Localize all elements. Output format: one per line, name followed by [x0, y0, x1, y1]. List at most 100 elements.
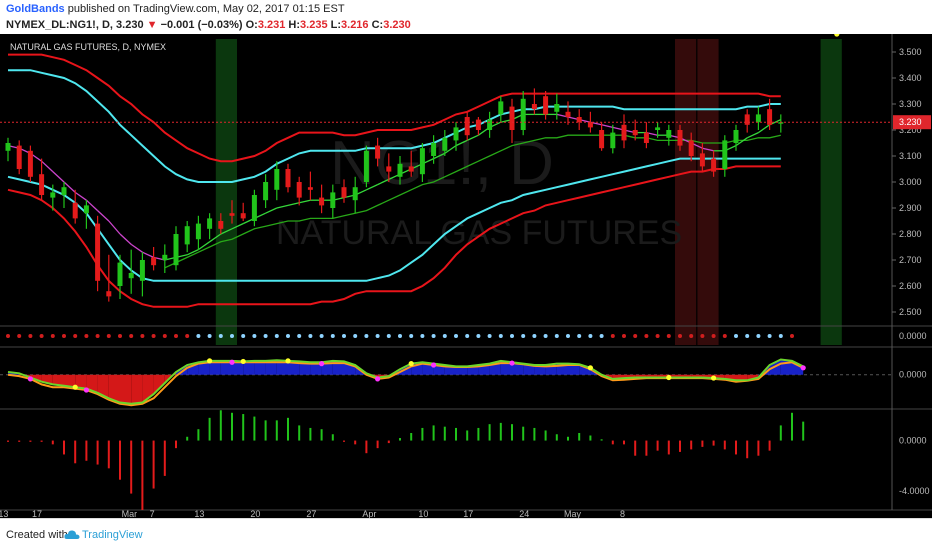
- candle-body: [375, 145, 381, 159]
- close-value: 3.230: [383, 19, 411, 31]
- oscillator-fill: [332, 360, 344, 375]
- header: GoldBands published on TradingView.com, …: [0, 0, 932, 34]
- candle-body: [352, 187, 358, 201]
- candle-body: [699, 153, 705, 167]
- x-tick-label: 17: [463, 509, 473, 518]
- oscillator-yellow-dot: [587, 365, 594, 371]
- candle-body: [509, 106, 515, 130]
- signal-dot: [622, 334, 626, 338]
- signal-dot: [588, 334, 593, 338]
- signal-dot: [185, 334, 190, 338]
- candle-body: [643, 132, 649, 143]
- candle-body: [655, 127, 661, 130]
- oscillator-fill: [310, 362, 322, 375]
- oscillator-fill: [198, 360, 210, 375]
- price-tick-label: 2.500: [899, 307, 922, 317]
- outer-upper-band: [8, 53, 781, 163]
- fast-ma-segment: [186, 249, 199, 256]
- oscillator-magenta-dot: [27, 376, 33, 382]
- candle-body: [240, 213, 246, 219]
- oscillator-fill: [456, 366, 468, 375]
- oscillator-yellow-dot: [240, 358, 246, 365]
- signal-dot: [610, 334, 615, 338]
- signal-dot: [386, 334, 391, 338]
- candle-body: [453, 127, 459, 141]
- chart-title: NATURAL GAS FUTURES, D, NYMEX: [10, 42, 166, 52]
- signal-dot: [644, 334, 649, 338]
- fast-ma-segment: [366, 184, 378, 191]
- fast-ma-segment: [265, 207, 278, 214]
- fast-ma-segment: [702, 147, 714, 152]
- fast-ma-segment: [74, 191, 87, 201]
- published-text: published on TradingView.com, May 02, 20…: [67, 3, 345, 15]
- oscillator-fill: [220, 360, 232, 375]
- fast-ma-segment: [130, 243, 143, 253]
- candle-body: [285, 169, 291, 188]
- candle-body: [207, 218, 213, 229]
- plot-area[interactable]: NG1!, D NATURAL GAS FUTURES 3.500 3.400 3.30…: [0, 34, 932, 518]
- price-tick-label: 2.600: [899, 281, 922, 291]
- signal-dot: [263, 334, 268, 338]
- signal-dot: [554, 334, 559, 338]
- candle-body: [72, 202, 78, 219]
- price-tick-label: 3.300: [899, 99, 922, 109]
- candle-body: [50, 192, 56, 198]
- signal-dot: [700, 334, 705, 338]
- candle-body: [274, 169, 280, 190]
- signal-dot: [39, 334, 44, 338]
- signal-dot: [633, 334, 638, 338]
- signal-dot: [666, 334, 671, 338]
- author-link[interactable]: GoldBands: [6, 3, 65, 15]
- fast-ma-segment: [758, 124, 770, 134]
- tradingview-brand[interactable]: TradingView: [82, 529, 143, 541]
- fast-ma-segment: [52, 171, 65, 183]
- oscillator-fill: [254, 360, 266, 375]
- candle-body: [599, 130, 605, 149]
- candle-body: [744, 114, 750, 125]
- x-tick-label: May: [564, 509, 582, 518]
- price-tick-label: 3.400: [899, 73, 922, 83]
- signal-dot: [129, 334, 134, 338]
- histogram-axis-label: 0.0000: [899, 436, 927, 446]
- histogram-axis-label: -4.0000: [899, 486, 930, 496]
- signal-dot: [566, 334, 570, 338]
- fast-ma-segment: [63, 181, 76, 193]
- oscillator-fill: [64, 374, 76, 388]
- signal-dot: [711, 334, 716, 338]
- fast-ma-segment: [455, 139, 468, 147]
- price-value: 3.230: [116, 19, 144, 31]
- oscillator-fill: [86, 374, 98, 393]
- candle-body: [218, 221, 224, 229]
- oscillator-fill: [500, 360, 512, 375]
- candle-body: [307, 187, 313, 190]
- price-tick-label: 3.100: [899, 151, 922, 161]
- signal-dot: [6, 334, 10, 338]
- oscillator-yellow-dot: [666, 374, 672, 381]
- fast-ma-segment: [601, 124, 613, 129]
- x-tick-label: 7: [150, 509, 155, 518]
- signal-dot: [790, 334, 794, 338]
- oscillator-magenta-dot: [431, 362, 437, 368]
- candle-body: [722, 140, 728, 169]
- symbol-text: NYMEX_DL:NG1!, D: [6, 19, 110, 31]
- signal-dot: [734, 334, 738, 338]
- signal-dot: [577, 334, 582, 338]
- fast-ma-segment: [276, 204, 289, 209]
- oscillator-fill: [512, 362, 524, 375]
- fast-ma-segment: [85, 199, 99, 212]
- signal-dot: [241, 334, 246, 338]
- x-tick-label: 24: [519, 509, 529, 518]
- signal-dot: [778, 334, 783, 338]
- candle-body: [39, 174, 45, 195]
- symbol-line: NYMEX_DL:NG1!, D, 3.230 ▼ −0.001 (−0.03%…: [6, 19, 411, 31]
- fast-ma-segment: [41, 160, 54, 173]
- candle-body: [251, 195, 257, 221]
- oscillator-fill: [288, 360, 300, 375]
- inner-upper-band: [8, 69, 781, 183]
- oscillator-fill: [736, 374, 748, 381]
- oscillator-yellow-dot: [285, 358, 291, 364]
- highlight-column: [697, 39, 719, 345]
- signal-dot: [678, 334, 682, 338]
